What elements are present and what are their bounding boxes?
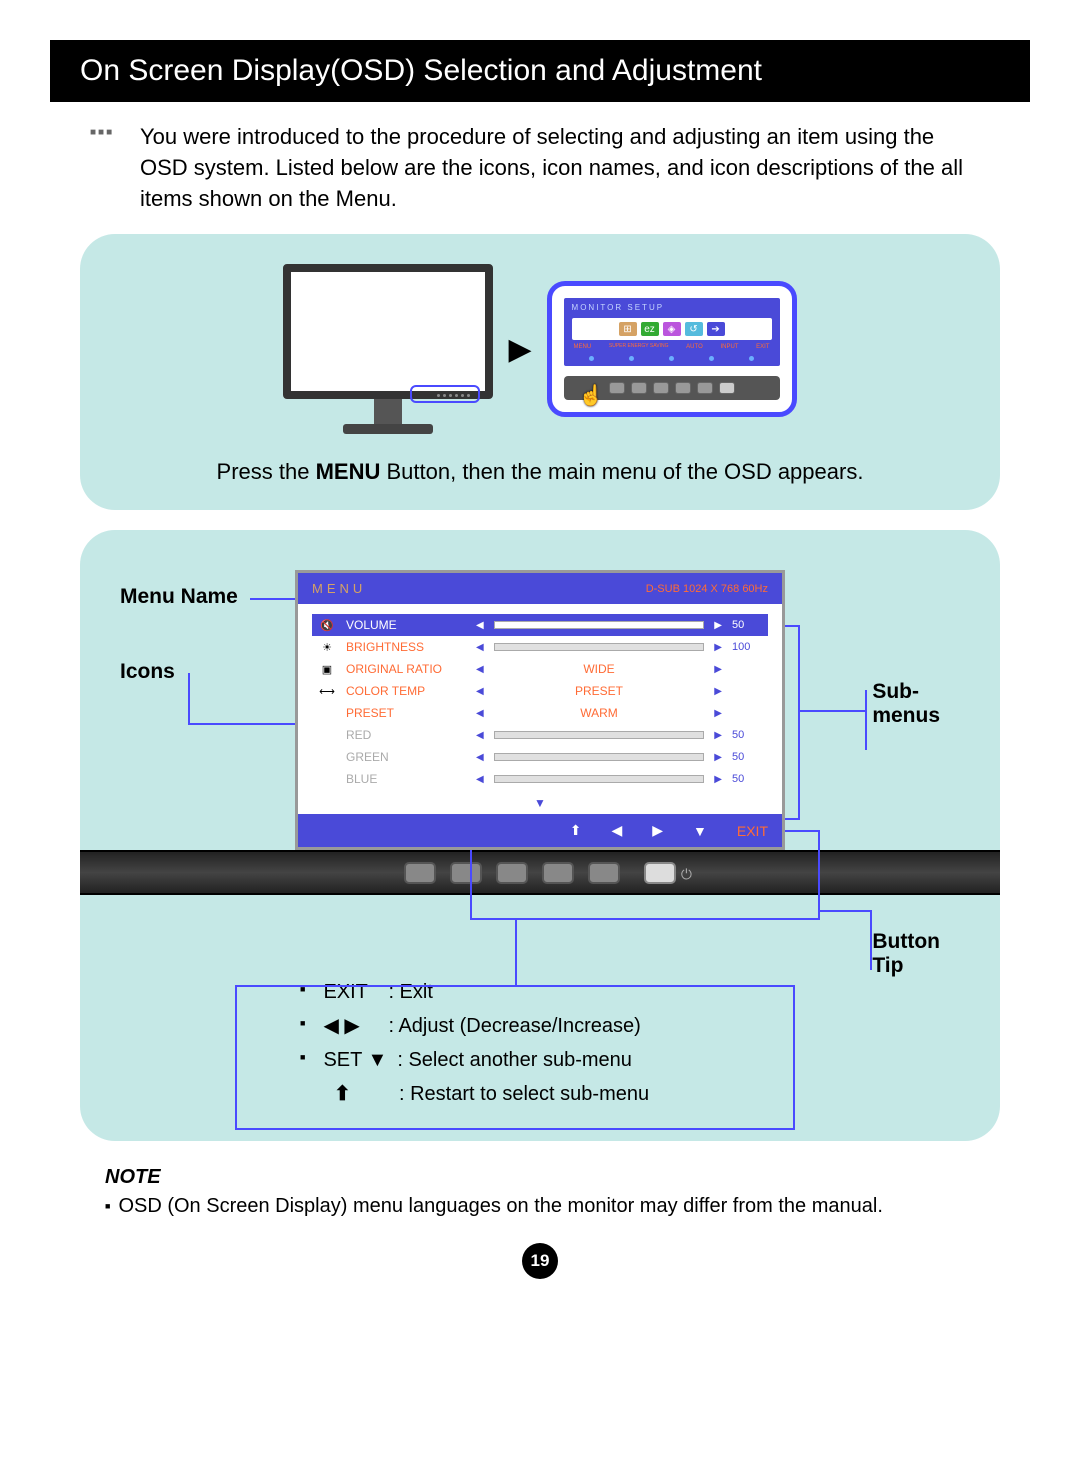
- osd-mini-label: INPUT: [720, 344, 738, 350]
- nav-right-icon: ▶: [652, 822, 663, 839]
- label-icons: Icons: [120, 660, 175, 684]
- page-title: On Screen Display(OSD) Selection and Adj…: [50, 40, 1030, 102]
- slider-track: [494, 621, 705, 629]
- option-value: WARM: [494, 706, 705, 720]
- row-name: PRESET: [346, 706, 466, 720]
- monitor-button-strip: [80, 850, 1000, 895]
- increase-icon[interactable]: ▶: [714, 774, 722, 785]
- note-section: NOTE OSD (On Screen Display) menu langua…: [105, 1166, 975, 1218]
- decrease-icon[interactable]: ◀: [476, 620, 484, 631]
- decrease-icon[interactable]: ◀: [476, 642, 484, 653]
- osd-menu-row[interactable]: PRESET ◀ WARM ▶: [312, 702, 768, 724]
- slider-track: [494, 731, 705, 739]
- nav-exit-label: EXIT: [737, 823, 768, 839]
- panel-monitor-overview: ▶ MONITOR SETUP ⊞ ez ◈ ↺ ➔ MENU SUPER EN…: [80, 234, 1000, 510]
- row-name: COLOR TEMP: [346, 684, 466, 698]
- cursor-icon: ☝: [579, 383, 604, 408]
- osd-header-right: D-SUB 1024 X 768 60Hz: [646, 583, 768, 595]
- row-name: ORIGINAL RATIO: [346, 662, 466, 676]
- osd-mini-label: SUPER ENERGY SAVING: [609, 344, 669, 350]
- decrease-icon[interactable]: ◀: [476, 774, 484, 785]
- slider-value: 50: [732, 619, 762, 631]
- button-tips-list: EXIT: Exit ◀ ▶: Adjust (Decrease/Increas…: [300, 975, 960, 1111]
- option-value: PRESET: [494, 684, 705, 698]
- decrease-icon[interactable]: ◀: [476, 664, 484, 675]
- slider-track: [494, 643, 705, 651]
- osd-menu-row[interactable]: 🔇 VOLUME ◀ ▶ 50: [312, 614, 768, 636]
- osd-mini-label: MENU: [574, 344, 592, 350]
- row-icon: ⟷: [318, 685, 336, 698]
- physical-button[interactable]: [404, 862, 436, 884]
- osd-header-left: MENU: [312, 581, 366, 596]
- row-icon: ▣: [318, 663, 336, 676]
- osd-menu-row[interactable]: ⟷ COLOR TEMP ◀ PRESET ▶: [312, 680, 768, 702]
- label-sub-menus: Sub-menus: [872, 680, 940, 728]
- osd-menu-row[interactable]: GREEN ◀ ▶ 50: [312, 746, 768, 768]
- slider-track: [494, 775, 705, 783]
- row-name: VOLUME: [346, 618, 466, 632]
- row-name: BLUE: [346, 772, 466, 786]
- physical-button[interactable]: [496, 862, 528, 884]
- decrease-icon[interactable]: ◀: [476, 730, 484, 741]
- label-menu-name: Menu Name: [120, 585, 238, 609]
- osd-menu-row[interactable]: BLUE ◀ ▶ 50: [312, 768, 768, 790]
- nav-up-icon: ⬆: [570, 822, 582, 839]
- physical-button[interactable]: [450, 862, 482, 884]
- label-button-tip: ButtonTip: [872, 930, 940, 978]
- increase-icon[interactable]: ▶: [714, 730, 722, 741]
- osd-mini-label: AUTO: [686, 344, 703, 350]
- zoom-callout: MONITOR SETUP ⊞ ez ◈ ↺ ➔ MENU SUPER ENER…: [547, 281, 797, 417]
- physical-buttons-mini: ☝: [564, 376, 780, 400]
- option-value: WIDE: [494, 662, 705, 676]
- row-icon: 🔇: [318, 619, 336, 632]
- intro-text: You were introduced to the procedure of …: [140, 122, 970, 214]
- physical-button[interactable]: [588, 862, 620, 884]
- power-button[interactable]: [644, 862, 676, 884]
- row-name: BRIGHTNESS: [346, 640, 466, 654]
- monitor-illustration: [283, 264, 493, 434]
- increase-icon[interactable]: ▶: [714, 752, 722, 763]
- row-name: GREEN: [346, 750, 466, 764]
- increase-icon[interactable]: ▶: [714, 620, 722, 631]
- panel-osd-detail: Menu Name Icons Sub-menus ButtonTip MENU…: [80, 530, 1000, 1141]
- osd-menu-row[interactable]: RED ◀ ▶ 50: [312, 724, 768, 746]
- increase-icon[interactable]: ▶: [714, 708, 722, 719]
- slider-track: [494, 753, 705, 761]
- decrease-icon[interactable]: ◀: [476, 708, 484, 719]
- arrow-right-icon: ▶: [508, 332, 531, 367]
- panel1-caption: Press the MENU Button, then the main men…: [120, 459, 960, 485]
- slider-value: 100: [732, 641, 762, 653]
- decrease-icon[interactable]: ◀: [476, 686, 484, 697]
- osd-mini-label: EXIT: [756, 344, 769, 350]
- row-icon: ☀: [318, 641, 336, 654]
- osd-footer: ⬆ ◀ ▶ ▼ EXIT: [298, 814, 782, 847]
- slider-value: 50: [732, 729, 762, 741]
- note-heading: NOTE: [105, 1166, 975, 1189]
- increase-icon[interactable]: ▶: [714, 664, 722, 675]
- osd-window: MENU D-SUB 1024 X 768 60Hz 🔇 VOLUME ◀ ▶ 50 ☀ B…: [295, 570, 785, 850]
- osd-mini-title: MONITOR SETUP: [572, 303, 772, 312]
- page-number: 19: [522, 1243, 558, 1279]
- increase-icon[interactable]: ▶: [714, 642, 722, 653]
- decrease-icon[interactable]: ◀: [476, 752, 484, 763]
- increase-icon[interactable]: ▶: [714, 686, 722, 697]
- note-body: OSD (On Screen Display) menu languages o…: [105, 1195, 975, 1218]
- osd-menu-row[interactable]: ☀ BRIGHTNESS ◀ ▶ 100: [312, 636, 768, 658]
- row-name: RED: [346, 728, 466, 742]
- nav-down-icon: ▼: [693, 823, 707, 839]
- osd-menu-row[interactable]: ▣ ORIGINAL RATIO ◀ WIDE ▶: [312, 658, 768, 680]
- physical-button[interactable]: [542, 862, 574, 884]
- slider-value: 50: [732, 773, 762, 785]
- slider-value: 50: [732, 751, 762, 763]
- nav-left-icon: ◀: [611, 822, 622, 839]
